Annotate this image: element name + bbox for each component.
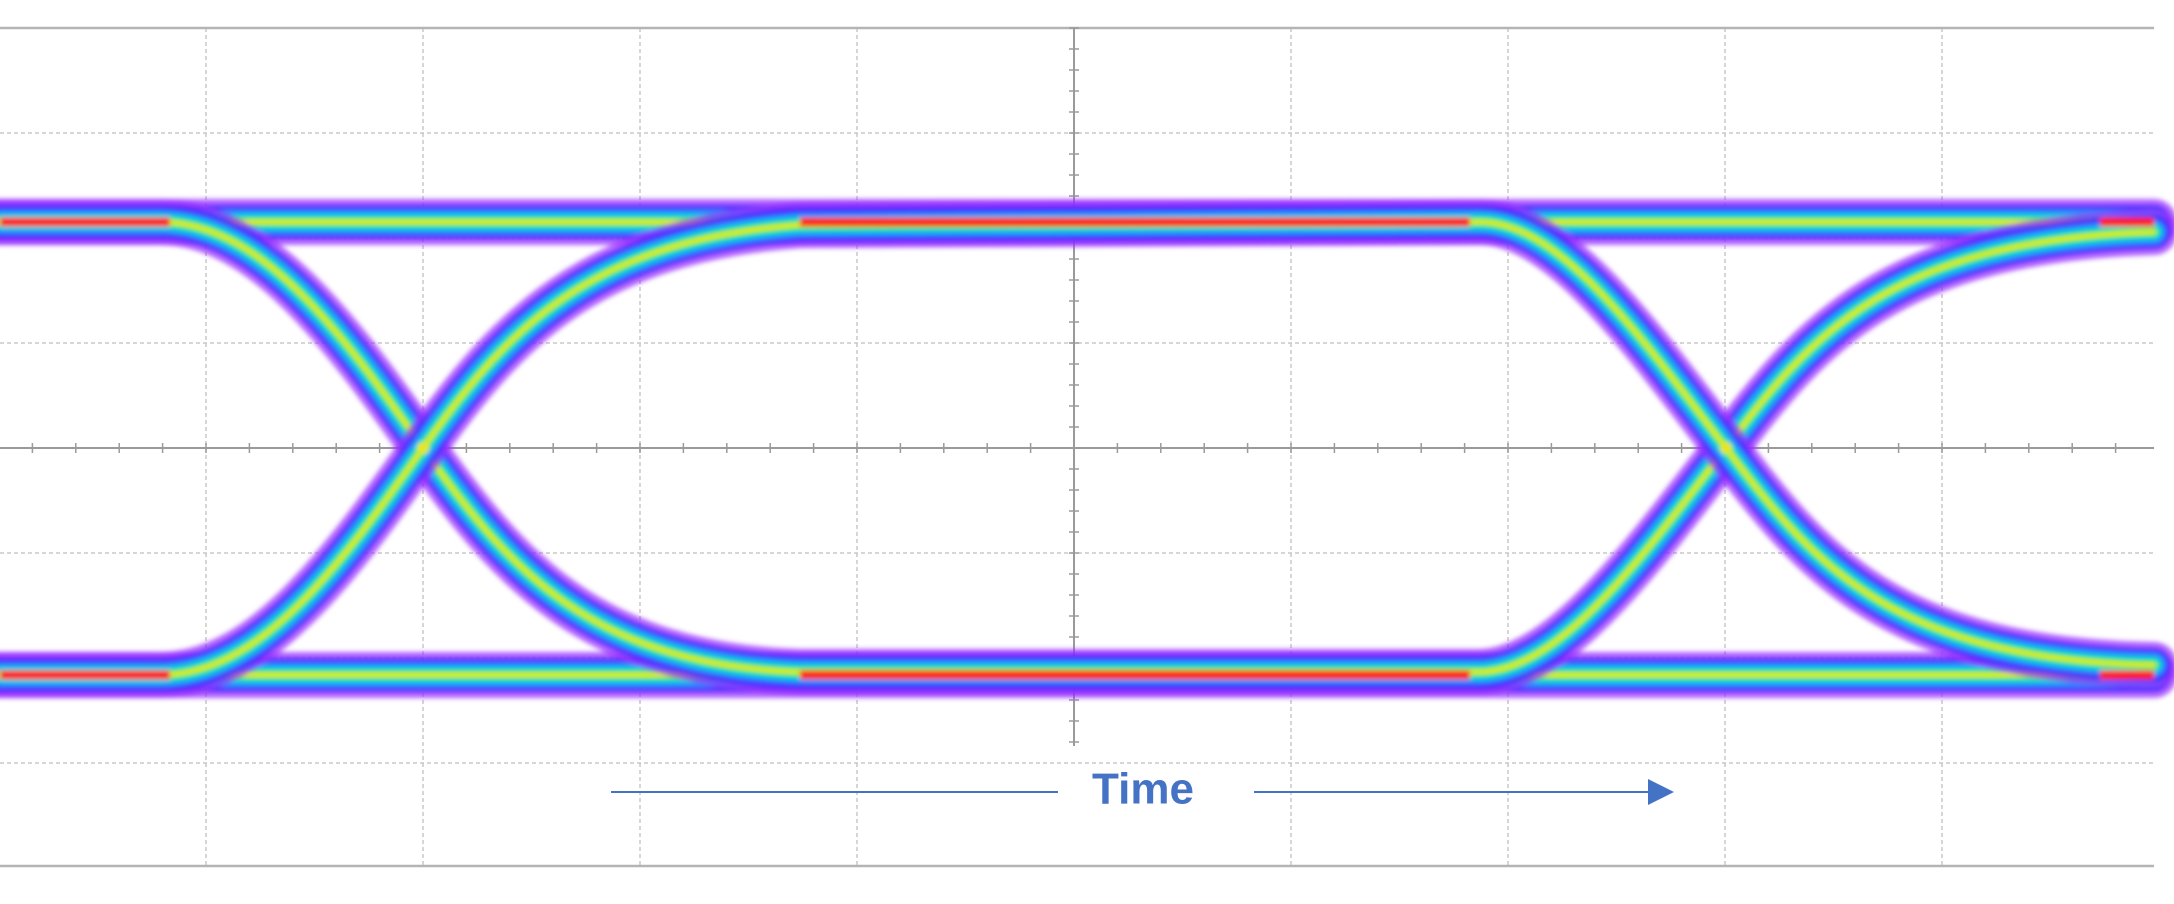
arrow-head — [1648, 779, 1674, 805]
time-arrow: Time — [611, 765, 1674, 814]
crossing-core — [1720, 442, 1732, 454]
eye-traces — [0, 222, 2154, 675]
grid — [0, 26, 2154, 868]
axis-label: Time — [1092, 765, 1194, 814]
crossing-core — [417, 442, 429, 454]
